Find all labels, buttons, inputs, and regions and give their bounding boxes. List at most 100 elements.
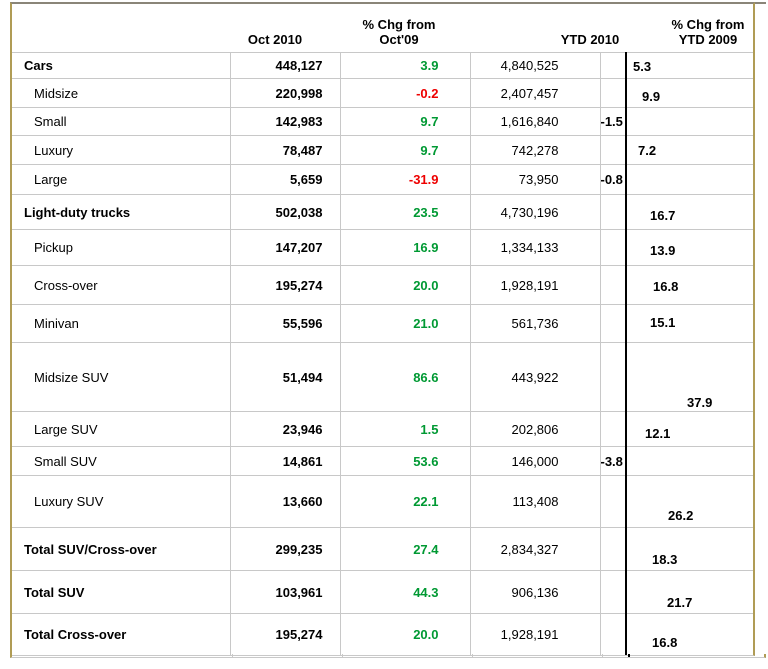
table-row: Total SUV/Cross-over 299,235 27.4 2,834,… bbox=[12, 527, 753, 571]
cell-pct-chg-ytd09: 21.7 bbox=[625, 570, 753, 614]
pct-chg-ytd09-value: 13.9 bbox=[650, 243, 676, 258]
cell-oct-2010: 51,494 bbox=[229, 342, 340, 412]
cell-pct-chg-oct09: 3.9 bbox=[339, 52, 470, 79]
cell-pct-chg-oct09: 16.9 bbox=[339, 229, 470, 266]
cell-pct-chg-oct09: 23.5 bbox=[339, 194, 470, 230]
cell-category: Small bbox=[12, 107, 230, 136]
cell-oct-2010: 220,998 bbox=[229, 78, 340, 108]
table-row: Pickup 147,207 16.9 1,334,133 13.9 bbox=[12, 229, 753, 266]
cell-ytd-2010: 73,950 bbox=[469, 164, 600, 195]
pct-chg-ytd09-value: 26.2 bbox=[668, 508, 694, 523]
cell-pct-chg-oct09: 44.3 bbox=[339, 570, 470, 614]
cell-ytd-2010: 1,928,191 bbox=[469, 613, 600, 655]
cell-pct-chg-oct09: -31.9 bbox=[339, 164, 470, 195]
table-row: Cars 448,127 3.9 4,840,525 5.3 bbox=[12, 52, 753, 79]
pct-chg-ytd09-value: 16.8 bbox=[652, 635, 678, 650]
vehicle-sales-table: Cars 448,127 3.9 4,840,525 5.3 Midsize 2… bbox=[12, 52, 753, 655]
cell-pct-chg-ytd09-negative bbox=[599, 342, 626, 412]
table-row: Total SUV 103,961 44.3 906,136 21.7 bbox=[12, 570, 753, 614]
pct-chg-ytd09-value: 9.9 bbox=[642, 89, 661, 104]
cell-pct-chg-oct09: 9.7 bbox=[339, 107, 470, 136]
cell-pct-chg-oct09: 20.0 bbox=[339, 265, 470, 305]
cell-pct-chg-ytd09: 16.7 bbox=[625, 194, 753, 230]
cell-category: Midsize SUV bbox=[12, 342, 230, 412]
cell-category: Small SUV bbox=[12, 446, 230, 476]
grid-line bbox=[342, 654, 343, 657]
cell-oct-2010: 23,946 bbox=[229, 411, 340, 447]
cell-pct-chg-ytd09 bbox=[625, 446, 753, 476]
cell-oct-2010: 13,660 bbox=[229, 475, 340, 528]
grid-line bbox=[602, 654, 603, 657]
cell-pct-chg-ytd09-negative bbox=[599, 613, 626, 655]
pct-chg-ytd09-value: 21.7 bbox=[667, 595, 693, 610]
cell-oct-2010: 55,596 bbox=[229, 304, 340, 343]
cell-pct-chg-ytd09: 9.9 bbox=[625, 78, 753, 108]
cell-oct-2010: 448,127 bbox=[229, 52, 340, 79]
black-divider-line bbox=[628, 654, 630, 657]
cell-category: Luxury bbox=[12, 135, 230, 165]
cell-ytd-2010: 742,278 bbox=[469, 135, 600, 165]
cell-pct-chg-oct09: -0.2 bbox=[339, 78, 470, 108]
pct-chg-ytd09-value: 12.1 bbox=[645, 426, 671, 441]
table-row: Large 5,659 -31.9 73,950 -0.8 bbox=[12, 164, 753, 195]
header-ytd-2010: YTD 2010 bbox=[560, 32, 620, 47]
cell-pct-chg-ytd09-negative bbox=[599, 265, 626, 305]
cell-pct-chg-ytd09: 7.2 bbox=[625, 135, 753, 165]
header-pct-chg-oct09: % Chg from Oct'09 bbox=[334, 17, 464, 47]
cell-category: Pickup bbox=[12, 229, 230, 266]
pct-chg-ytd09-value: 37.9 bbox=[687, 395, 713, 410]
cell-pct-chg-ytd09-negative bbox=[599, 475, 626, 528]
cell-ytd-2010: 146,000 bbox=[469, 446, 600, 476]
table-row: Large SUV 23,946 1.5 202,806 12.1 bbox=[12, 411, 753, 447]
cell-oct-2010: 502,038 bbox=[229, 194, 340, 230]
pct-chg-ytd09-value: 18.3 bbox=[652, 552, 678, 567]
cell-category: Cars bbox=[12, 52, 230, 79]
cell-oct-2010: 14,861 bbox=[229, 446, 340, 476]
pct-chg-ytd09-value: 16.8 bbox=[653, 279, 679, 294]
cell-pct-chg-oct09: 20.0 bbox=[339, 613, 470, 655]
table-row: Midsize 220,998 -0.2 2,407,457 9.9 bbox=[12, 78, 753, 108]
cell-ytd-2010: 561,736 bbox=[469, 304, 600, 343]
cell-pct-chg-ytd09: 26.2 bbox=[625, 475, 753, 528]
cell-category: Light-duty trucks bbox=[12, 194, 230, 230]
cell-category: Large bbox=[12, 164, 230, 195]
table-row: Light-duty trucks 502,038 23.5 4,730,196… bbox=[12, 194, 753, 230]
pct-chg-ytd09-value: 7.2 bbox=[638, 143, 657, 158]
grid-line bbox=[472, 654, 473, 657]
table-row: Small SUV 14,861 53.6 146,000 -3.8 bbox=[12, 446, 753, 476]
sales-table-frame: Oct 2010 % Chg from Oct'09 YTD 2010 % Ch… bbox=[10, 2, 755, 656]
cell-category: Large SUV bbox=[12, 411, 230, 447]
cell-pct-chg-oct09: 27.4 bbox=[339, 527, 470, 571]
cell-oct-2010: 195,274 bbox=[229, 265, 340, 305]
cell-ytd-2010: 202,806 bbox=[469, 411, 600, 447]
cell-pct-chg-ytd09-negative: -0.8 bbox=[599, 164, 626, 195]
cell-pct-chg-ytd09: 12.1 bbox=[625, 411, 753, 447]
cell-pct-chg-ytd09-negative bbox=[599, 570, 626, 614]
cell-pct-chg-ytd09-negative bbox=[599, 304, 626, 343]
cell-oct-2010: 5,659 bbox=[229, 164, 340, 195]
cell-category: Cross-over bbox=[12, 265, 230, 305]
cell-category: Total SUV/Cross-over bbox=[12, 527, 230, 571]
table-header: Oct 2010 % Chg from Oct'09 YTD 2010 % Ch… bbox=[12, 4, 753, 52]
header-pct-chg-oct09-line1: % Chg from bbox=[362, 17, 436, 32]
cell-pct-chg-ytd09: 15.1 bbox=[625, 304, 753, 343]
cell-pct-chg-ytd09: 37.9 bbox=[625, 342, 753, 412]
cell-pct-chg-ytd09-negative bbox=[599, 229, 626, 266]
cell-category: Luxury SUV bbox=[12, 475, 230, 528]
header-pct-chg-oct09-line2: Oct'09 bbox=[379, 32, 419, 47]
cell-ytd-2010: 906,136 bbox=[469, 570, 600, 614]
table-row: Minivan 55,596 21.0 561,736 15.1 bbox=[12, 304, 753, 343]
cell-oct-2010: 78,487 bbox=[229, 135, 340, 165]
cell-pct-chg-ytd09-negative bbox=[599, 194, 626, 230]
cell-pct-chg-ytd09-negative: -1.5 bbox=[599, 107, 626, 136]
cell-pct-chg-ytd09 bbox=[625, 107, 753, 136]
header-pct-chg-ytd2009-line2: YTD 2009 bbox=[678, 32, 738, 47]
cell-pct-chg-ytd09-negative: -3.8 bbox=[599, 446, 626, 476]
cell-oct-2010: 142,983 bbox=[229, 107, 340, 136]
cell-category: Midsize bbox=[12, 78, 230, 108]
pct-chg-ytd09-value: 5.3 bbox=[633, 59, 652, 74]
cell-oct-2010: 147,207 bbox=[229, 229, 340, 266]
cell-pct-chg-ytd09: 18.3 bbox=[625, 527, 753, 571]
cell-ytd-2010: 2,834,327 bbox=[469, 527, 600, 571]
